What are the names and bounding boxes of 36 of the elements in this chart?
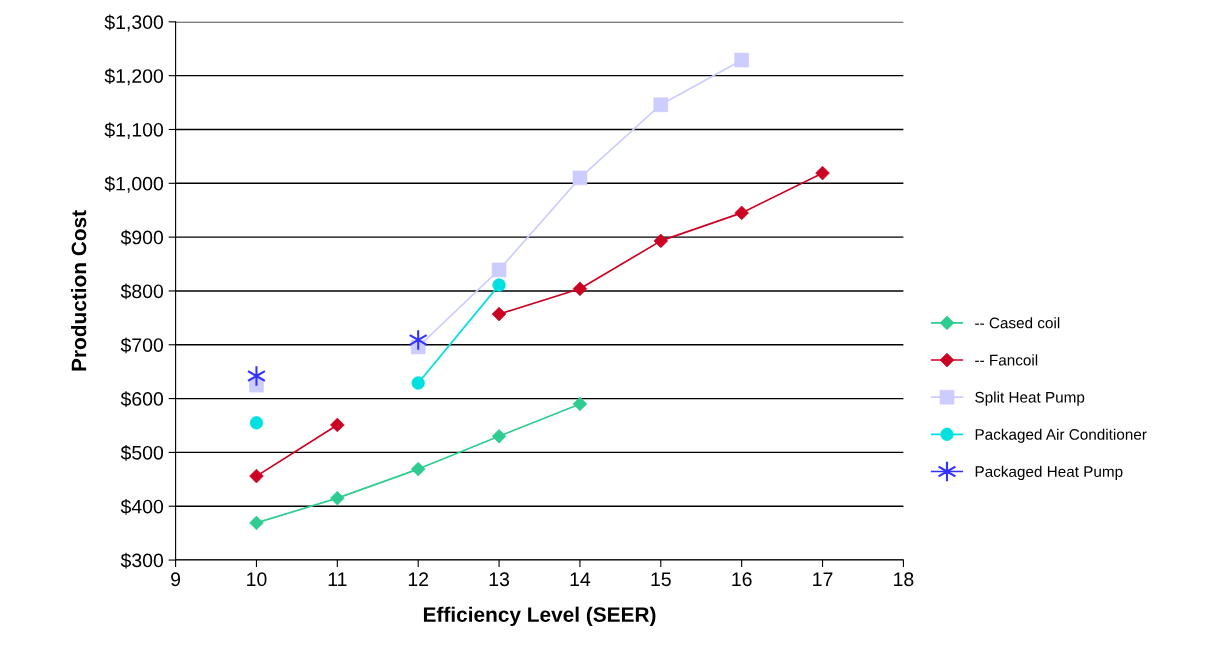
y-tick-label: $500 (120, 445, 164, 461)
point (491, 429, 507, 444)
point (572, 281, 588, 297)
x-tick-label: 10 (247, 572, 267, 587)
x-tick-label: 12 (408, 572, 429, 586)
x-tick-label: 9 (171, 572, 181, 587)
x-tick-label: 15 (651, 572, 671, 587)
x-tick-label: 17 (813, 572, 833, 586)
y-tick-label: $600 (120, 391, 164, 407)
point (572, 170, 588, 186)
x-tick-label: 11 (328, 572, 347, 586)
y-tick-label: $1,200 (104, 68, 164, 86)
x-tick-label: 14 (570, 572, 591, 586)
y-tick-label: $400 (120, 498, 164, 515)
y-tick-label: $1,100 (104, 122, 164, 140)
legend-label: Packaged Air Conditioner (975, 428, 1147, 443)
y-tick-label: $900 (120, 229, 164, 246)
point (653, 97, 669, 113)
y-tick-label: $1,300 (104, 14, 164, 32)
legend-label: -- Fancoil (975, 354, 1038, 366)
point (249, 515, 264, 531)
x-tick-label: 16 (732, 572, 752, 587)
point (330, 490, 345, 506)
x-tick-label: 18 (894, 572, 914, 587)
y-tick-label: $700 (120, 337, 164, 354)
y-axis-title: Production Cost (71, 210, 87, 371)
point (247, 365, 266, 387)
legend-label: Split Heat Pump (975, 391, 1085, 406)
x-axis-title: Efficiency Level (SEER) (423, 606, 656, 627)
point (815, 165, 830, 181)
y-tick-label: $300 (120, 552, 164, 569)
y-tick-label: $800 (120, 283, 164, 300)
legend-label: -- Cased coil (975, 317, 1060, 329)
y-tick-label: $1,000 (104, 175, 164, 193)
legend-label: Packaged Heat Pump (975, 465, 1123, 481)
x-tick-label: 13 (489, 572, 510, 587)
